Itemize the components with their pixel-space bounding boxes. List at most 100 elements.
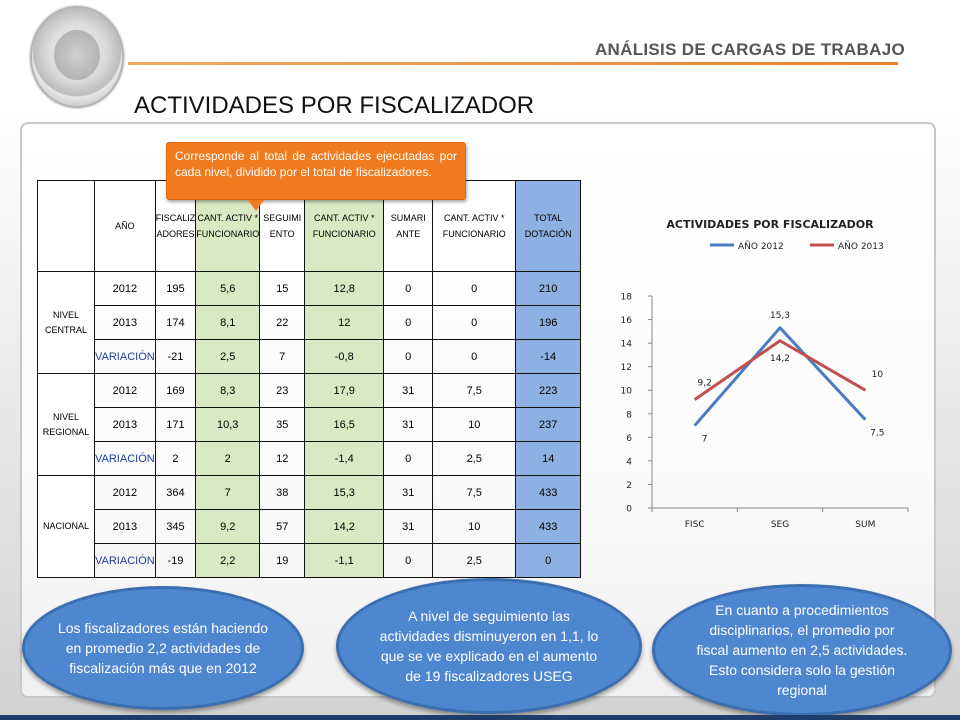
table-cell: 5,6 [195,271,261,306]
table-cell: 2013 [94,407,156,442]
table-cell: 7,5 [432,475,517,510]
table-cell: 19 [259,543,306,578]
table-cell: 2 [154,441,197,476]
table-cell: 0 [383,271,434,306]
table-cell: 2012 [94,271,156,306]
insight-bubble-disciplinary: En cuanto a procedimientos disciplinario… [652,584,952,716]
table-cell: 14 [515,441,582,476]
callout-pointer [248,200,264,211]
y-tick-label: 2 [626,481,632,491]
table-header-corner [37,180,95,272]
group-label: NIVEL REGIONAL [37,373,95,476]
table-cell: 223 [515,373,582,408]
data-label: 15,3 [770,311,790,321]
y-tick-label: 12 [621,363,632,373]
table-cell: 0 [432,305,517,340]
table-cell: 2013 [94,305,156,340]
callout-note: Corresponde al total de actividades ejec… [166,142,466,200]
table-cell: -21 [154,339,197,374]
footer-bar [0,715,960,720]
table-cell: 2012 [94,373,156,408]
x-tick-label: FISC [685,520,705,530]
table-cell: 15 [259,271,306,306]
table-row: VARIACIÓN 2 2 12 -1,4 0 2,5 14 [38,441,582,476]
contraloria-seal-logo [30,6,124,108]
series-line-1 [693,326,867,427]
y-tick-label: 4 [626,457,632,467]
table-cell: 2 [195,441,261,476]
data-label: 10 [872,370,884,380]
table-header-cell: CANT. ACTIV * FUNCIONARIO [432,180,517,272]
table-cell: 10 [432,509,517,544]
table-cell: -1,4 [304,441,385,476]
series-line-2 [693,339,867,401]
section-title: ANÁLISIS DE CARGAS DE TRABAJO [594,40,905,59]
table-cell: 169 [154,373,197,408]
table-cell: 10 [432,407,517,442]
data-label: 9,2 [698,379,712,389]
table-cell: 0 [432,271,517,306]
table-cell: 433 [515,509,582,544]
table-cell: 14,2 [304,509,385,544]
table-cell: 38 [259,475,306,510]
table-row: 2013 171 10,3 35 16,5 31 10 237 [38,407,582,442]
header-divider [128,62,898,65]
y-tick-label: 10 [621,387,633,397]
table-cell: 31 [383,509,434,544]
insight-bubble-fiscalization: Los fiscalizadores están haciendo en pro… [22,586,304,710]
table-cell: 0 [383,441,434,476]
table-cell: 7,5 [432,373,517,408]
table-cell: -14 [515,339,582,374]
table-header-cell: AÑO [94,180,156,272]
table-cell: 174 [154,305,197,340]
table-cell: 0 [515,543,582,578]
table-cell: 2,5 [432,543,517,578]
table-cell: 237 [515,407,582,442]
insight-bubble-followup: A nivel de seguimiento las actividades d… [336,578,642,714]
table-cell: 2,5 [195,339,261,374]
table-cell: 7 [195,475,261,510]
table-row: 2013 174 8,1 22 12 0 0 196 [38,305,582,340]
table-cell: 171 [154,407,197,442]
table-row: NIVEL CENTRAL 2012 195 5,6 15 12,8 0 0 2… [37,271,582,374]
table-cell: -0,8 [304,339,385,374]
page-title: ACTIVIDADES POR FISCALIZADOR [134,92,535,119]
y-tick-label: 18 [621,293,633,303]
table-cell: 31 [383,373,434,408]
table-row: 2013 345 9,2 57 14,2 31 10 433 [38,509,582,544]
table-cell: 12,8 [304,271,385,306]
group-label: NACIONAL [37,475,95,578]
table-cell: 195 [154,271,197,306]
table-cell: 2,2 [195,543,261,578]
table-header-cell: TOTAL DOTACIÓN [515,180,582,272]
table-cell: 364 [154,475,197,510]
table-cell: 16,5 [304,407,385,442]
table-cell: VARIACIÓN [94,543,156,578]
table-cell: 2012 [94,475,156,510]
table-cell: 57 [259,509,306,544]
table-cell: 0 [383,543,434,578]
table-cell: VARIACIÓN [94,339,156,374]
table-cell: 8,3 [195,373,261,408]
table-row: NIVEL REGIONAL 2012 169 8,3 23 17,9 31 7… [37,373,582,476]
table-cell: 2,5 [432,441,517,476]
x-tick-label: SEG [771,520,789,530]
group-label: NIVEL CENTRAL [37,271,95,374]
table-cell: 35 [259,407,306,442]
table-cell: 12 [259,441,306,476]
data-label: 7,5 [870,429,884,439]
table-cell: 8,1 [195,305,261,340]
table-row: VARIACIÓN -21 2,5 7 -0,8 0 0 -14 [38,339,582,374]
table-cell: 0 [432,339,517,374]
table-cell: 2013 [94,509,156,544]
table-cell: 23 [259,373,306,408]
table-cell: 12 [304,305,385,340]
table-cell: VARIACIÓN [94,441,156,476]
workload-table: AÑO FISCALIZ ADORES CANT. ACTIV * FUNCIO… [37,180,582,578]
data-label: 7 [702,435,708,445]
table-cell: 0 [383,305,434,340]
table-row: NACIONAL 2012 364 7 38 15,3 31 7,5 433 [37,475,582,578]
table-cell: 345 [154,509,197,544]
table-cell: 10,3 [195,407,261,442]
table-cell: 31 [383,475,434,510]
